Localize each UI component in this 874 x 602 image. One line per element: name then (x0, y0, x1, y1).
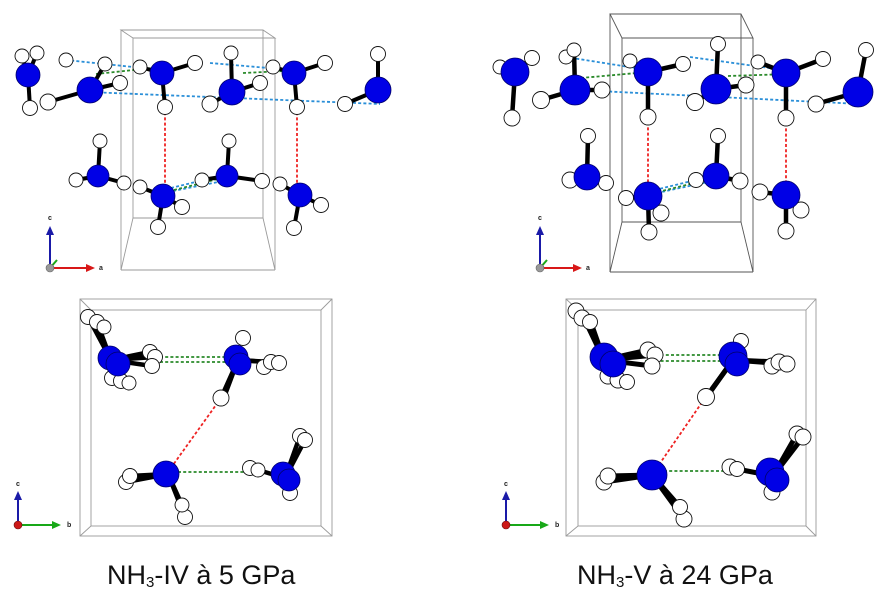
panel-nh3-v-side-view: c a (492, 13, 874, 273)
hydrogen-atoms (567, 302, 812, 528)
caption-phase-pressure: -IV à 5 GPa (154, 560, 296, 590)
caption-formula: NH (107, 560, 146, 590)
caption-formula: NH (577, 560, 616, 590)
nitrogen-atoms (589, 341, 790, 493)
axis-label-c: c (538, 215, 542, 222)
axis-label-a: a (586, 265, 590, 272)
hydrogen-atoms (492, 36, 874, 241)
caption-phase-pressure: -V à 24 GPa (624, 560, 773, 590)
hydrogen-bonds (645, 354, 764, 473)
bonds (497, 41, 869, 235)
nitrogen-atoms (500, 57, 874, 211)
axis-label-c: c (504, 481, 508, 488)
axis-triad: c a (535, 215, 590, 273)
panel-nh3-iv-top-view: c b (13, 298, 333, 537)
nitrogen-atoms (15, 60, 392, 209)
axis-label-b: b (555, 522, 559, 529)
unit-cell (609, 13, 754, 273)
hydrogen-atoms (14, 45, 386, 236)
panel-nh3-iv-side-view: c a (14, 29, 392, 273)
panel-nh3-v-top-view: c b (501, 298, 817, 537)
axis-label-c: c (48, 215, 52, 222)
caption-subscript: 3 (616, 574, 625, 591)
caption-subscript: 3 (146, 574, 155, 591)
axis-triad: c b (501, 481, 559, 530)
unit-cell (79, 298, 333, 537)
axis-triad: c a (45, 215, 103, 273)
nitrogen-atoms (97, 344, 301, 492)
caption-nh3-v: NH3-V à 24 GPa (577, 560, 773, 591)
axis-label-a: a (99, 265, 103, 272)
caption-nh3-iv: NH3-IV à 5 GPa (107, 560, 295, 591)
axis-label-b: b (67, 522, 71, 529)
axis-label-c: c (16, 481, 20, 488)
hydrogen-atoms (80, 309, 313, 525)
unit-cell (565, 298, 817, 537)
axis-triad: c b (13, 481, 71, 530)
